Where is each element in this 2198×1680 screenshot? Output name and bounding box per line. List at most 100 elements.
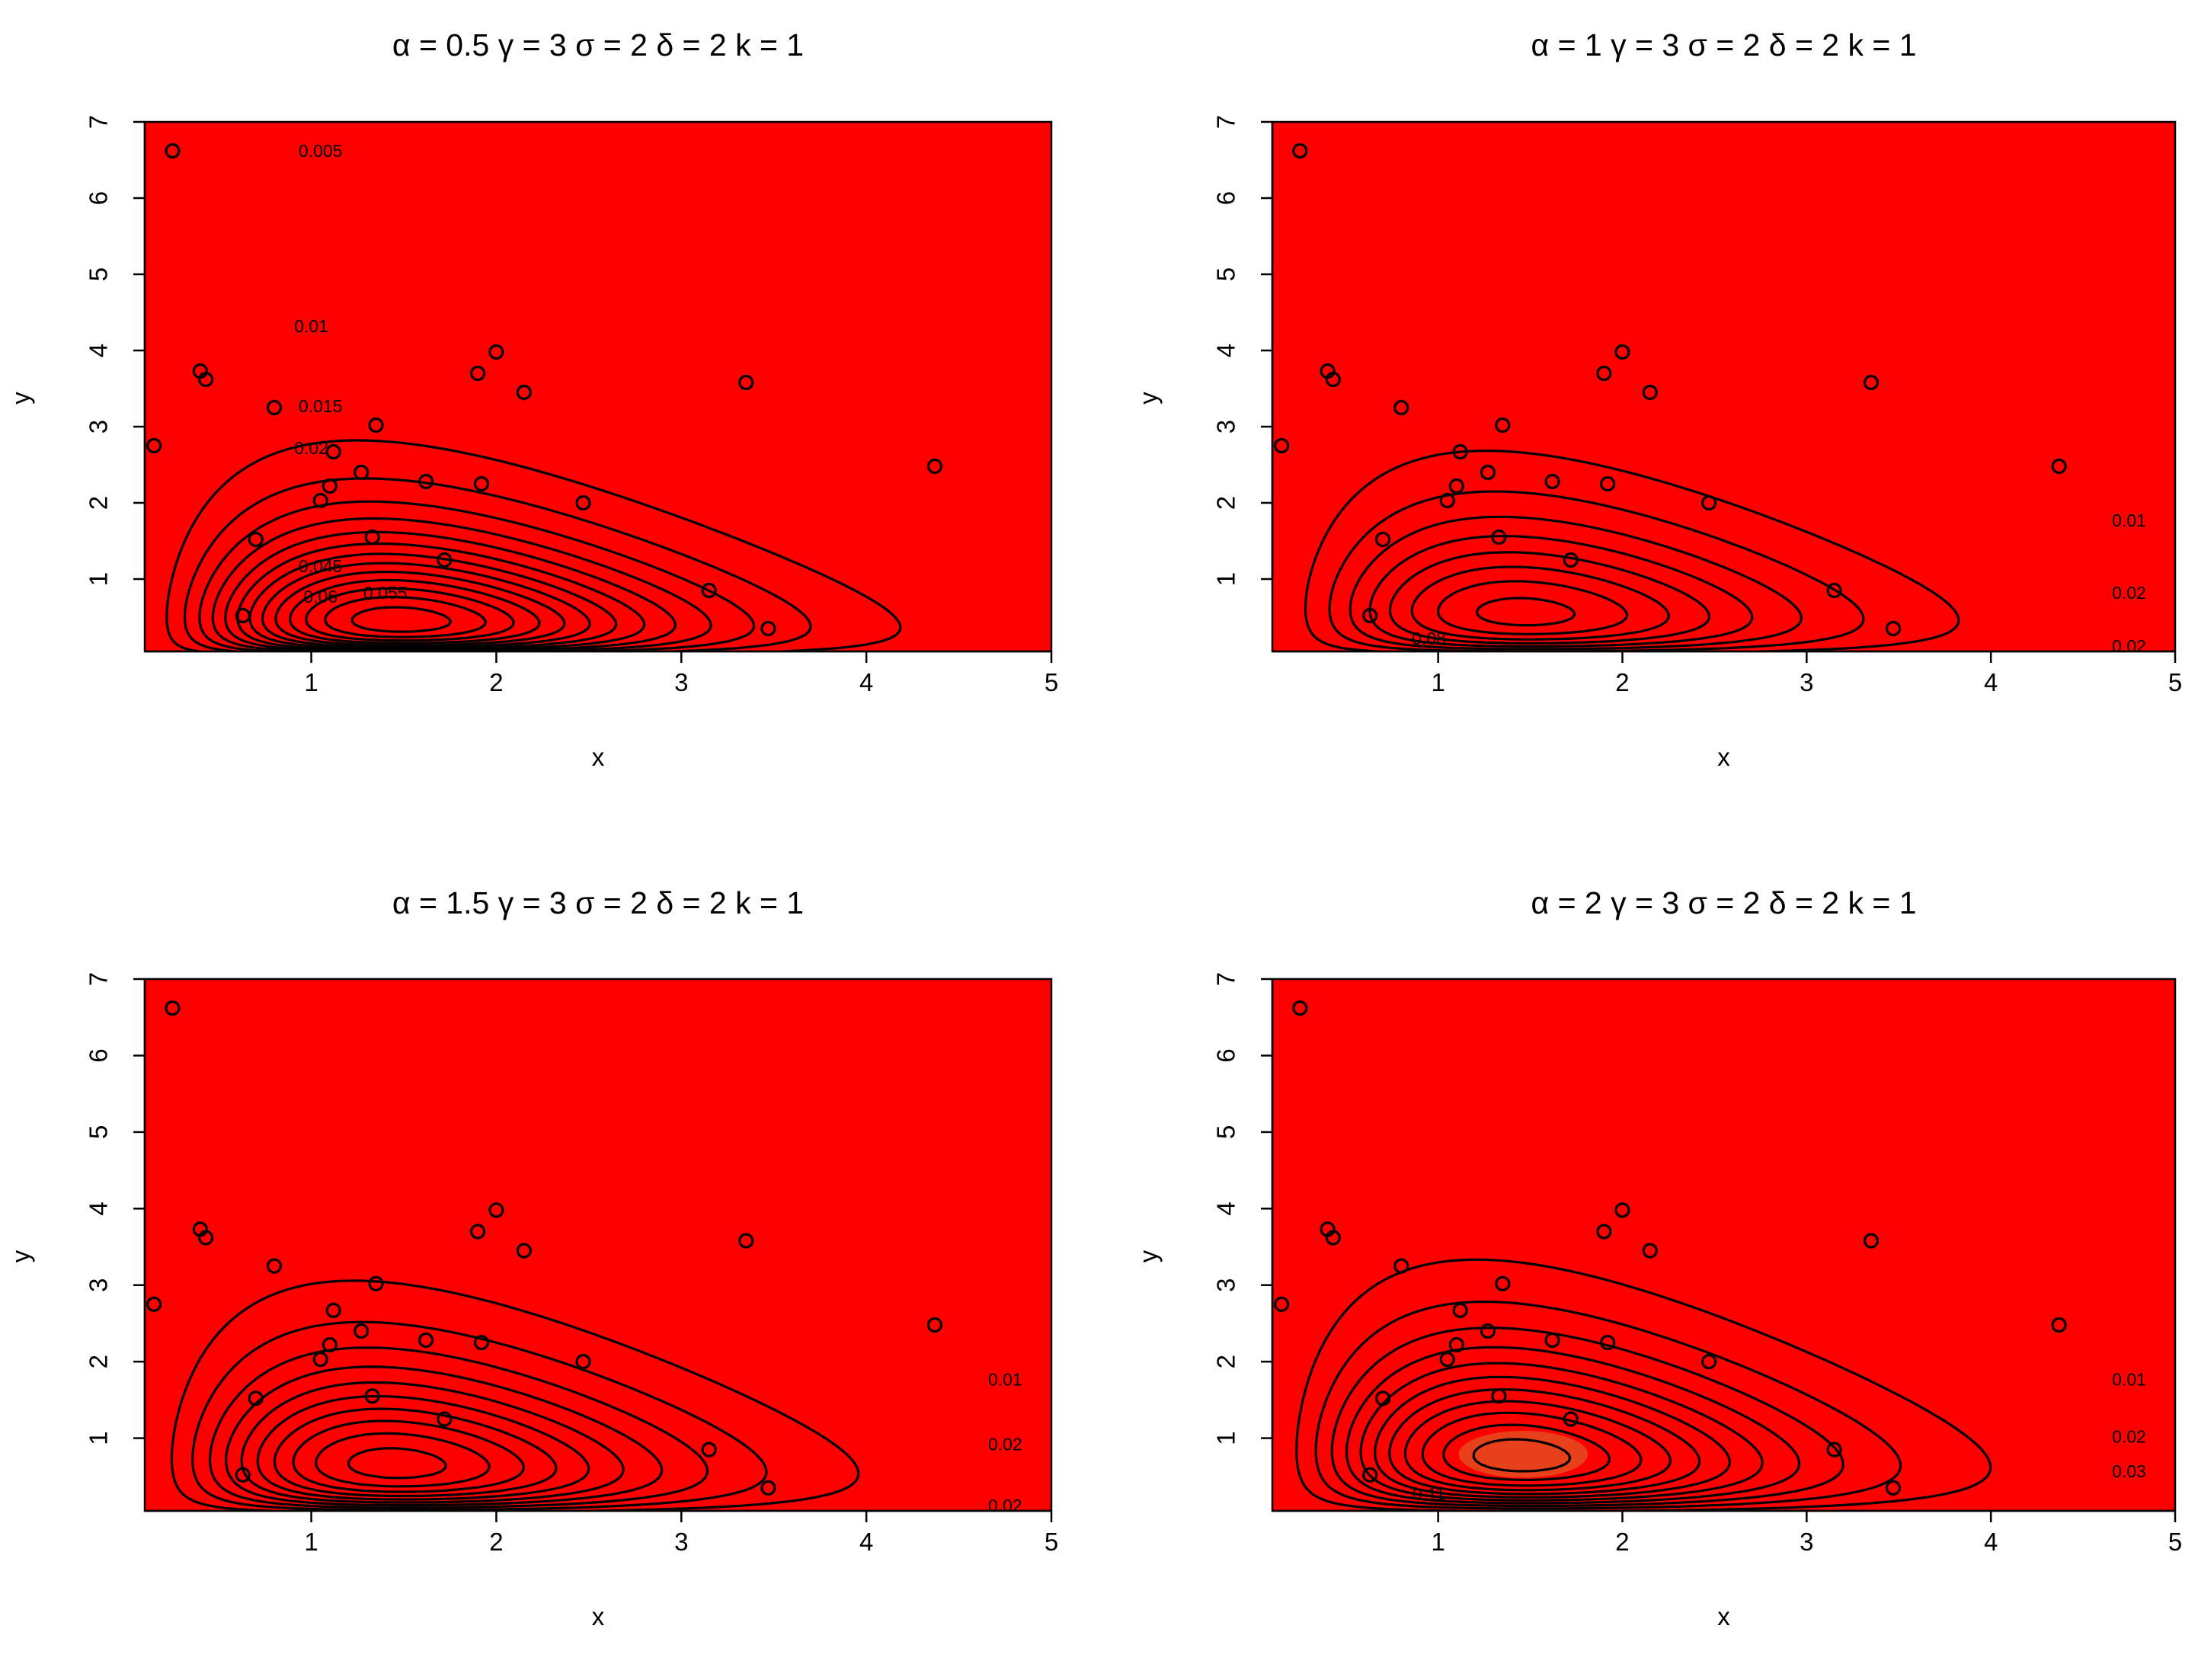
y-axis: 1 2 3 4 5 6 7 y — [1134, 115, 1274, 586]
data-point — [470, 1224, 486, 1240]
data-point — [1448, 1336, 1464, 1353]
data-point — [1885, 620, 1902, 637]
contour-line-0_04 — [261, 562, 591, 648]
y-tick-label: 1 — [85, 1431, 113, 1445]
data-point — [1596, 365, 1612, 382]
data-point — [1826, 582, 1842, 599]
data-point — [266, 399, 283, 416]
data-point — [1393, 399, 1409, 416]
data-point — [198, 371, 214, 388]
data-point — [1544, 1332, 1560, 1349]
contour-label: 0.02 — [2112, 1427, 2146, 1447]
contour-line-0_035 — [248, 552, 618, 651]
contour-label: 0.015 — [299, 396, 343, 416]
data-point — [701, 1442, 717, 1458]
contour-panel-1: α = 0.5 γ = 3 σ = 2 δ = 2 k = 1 0.005 0.01… — [7, 27, 1058, 771]
x-tick-label: 1 — [1431, 1528, 1445, 1556]
contour-line-0_08 — [1475, 597, 1576, 627]
y-axis-label: y — [1134, 1250, 1163, 1262]
contour-line-0_03 — [1349, 515, 1803, 651]
data-point — [1452, 443, 1468, 460]
y-tick-label: 7 — [1212, 972, 1240, 986]
x-axis-label: x — [592, 1602, 605, 1630]
contour-line-0_1 — [1442, 1423, 1611, 1481]
plot-area-fill — [145, 122, 1051, 651]
data-point — [1885, 1480, 1902, 1496]
contour-label: 0.11 — [1413, 1484, 1445, 1504]
contour-line-0_07 — [1388, 1388, 1701, 1496]
data-point — [248, 531, 264, 548]
data-point — [325, 1302, 341, 1318]
contour-line-0_1 — [347, 1447, 447, 1480]
y-axis: 1 2 3 4 5 6 7 y — [1134, 972, 1274, 1445]
y-tick-label: 7 — [85, 972, 113, 986]
x-axis: 1 2 3 4 5 x — [145, 1509, 1058, 1630]
data-point — [1596, 1224, 1612, 1240]
data-point — [1826, 1442, 1842, 1458]
x-tick-label: 1 — [304, 1528, 318, 1556]
contour-line-0_02 — [211, 517, 712, 651]
contour-label: 0.08 — [1412, 629, 1446, 648]
x-axis-label: x — [592, 743, 605, 771]
contour-line-0_03 — [236, 542, 646, 651]
contour-line-0_01 — [183, 477, 812, 651]
contour-line-0_055 — [305, 587, 515, 642]
x-tick-label: 3 — [674, 668, 688, 696]
contour-line-0_01 — [1304, 450, 1960, 651]
data-point — [1325, 371, 1341, 388]
contour-label: 0.02 — [988, 1435, 1022, 1454]
y-tick-label: 5 — [1212, 1125, 1240, 1139]
data-point — [1273, 437, 1290, 454]
plot-area-fill — [1272, 979, 2175, 1511]
contour-line-0_09 — [1421, 1411, 1643, 1487]
y-tick-label: 2 — [1212, 1355, 1240, 1368]
contour-label: 0.01 — [2112, 510, 2146, 530]
data-point — [312, 492, 328, 509]
data-point — [760, 620, 776, 637]
data-point — [1491, 529, 1507, 546]
contour-line-0_06 — [1374, 1375, 1731, 1499]
data-point — [325, 443, 341, 460]
x-tick-label: 1 — [1431, 668, 1445, 696]
data-point — [516, 1243, 532, 1259]
data-point — [1863, 374, 1880, 391]
data-point — [1292, 142, 1308, 159]
x-tick-label: 5 — [2168, 1528, 2182, 1556]
data-point — [738, 1233, 754, 1249]
data-point — [1563, 552, 1579, 568]
y-tick-label: 6 — [85, 1048, 113, 1062]
y-axis-label: y — [7, 392, 35, 405]
y-axis: 1 2 3 4 5 6 7 y — [7, 972, 146, 1445]
x-tick-label: 5 — [1045, 1528, 1058, 1556]
x-axis: 1 2 3 4 5 x — [1272, 650, 2182, 771]
x-tick-label: 3 — [1800, 668, 1813, 696]
data-point — [368, 1275, 384, 1291]
panel-grid: α = 0.5 γ = 3 σ = 2 δ = 2 k = 1 0.005 0.01… — [7, 27, 2182, 1630]
x-tick-label: 2 — [1615, 668, 1629, 696]
data-point — [926, 1317, 943, 1333]
contour-line-0_05 — [1388, 551, 1710, 645]
data-point — [1480, 464, 1496, 481]
contour-line-0_03 — [1330, 1326, 1844, 1508]
data-point — [1600, 1334, 1616, 1351]
y-tick-label: 4 — [85, 1202, 113, 1215]
plot-area-fill — [1272, 122, 2175, 651]
data-point — [473, 475, 490, 492]
data-point — [575, 1354, 591, 1370]
y-tick-label: 2 — [85, 1355, 113, 1368]
data-point — [1614, 1202, 1630, 1218]
contour-line-0_04 — [1345, 1346, 1801, 1505]
data-point — [1452, 1302, 1468, 1318]
contour-line-0_07 — [273, 1407, 558, 1498]
y-axis-label: y — [7, 1250, 35, 1262]
data-point — [437, 552, 453, 568]
x-tick-label: 2 — [489, 668, 503, 696]
y-tick-label: 7 — [1212, 115, 1240, 129]
contour-line-0_11 — [1472, 1438, 1572, 1473]
x-axis-label: x — [1717, 1602, 1730, 1630]
y-tick-label: 1 — [1212, 572, 1240, 586]
data-point — [575, 494, 591, 511]
x-axis: 1 2 3 4 5 x — [1272, 1509, 2182, 1630]
data-point — [248, 1390, 264, 1406]
